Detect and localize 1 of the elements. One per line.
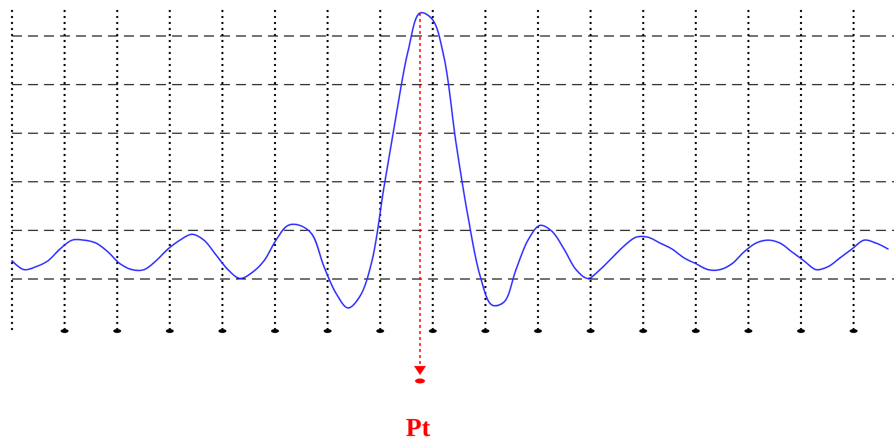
text: Pt (406, 413, 431, 442)
